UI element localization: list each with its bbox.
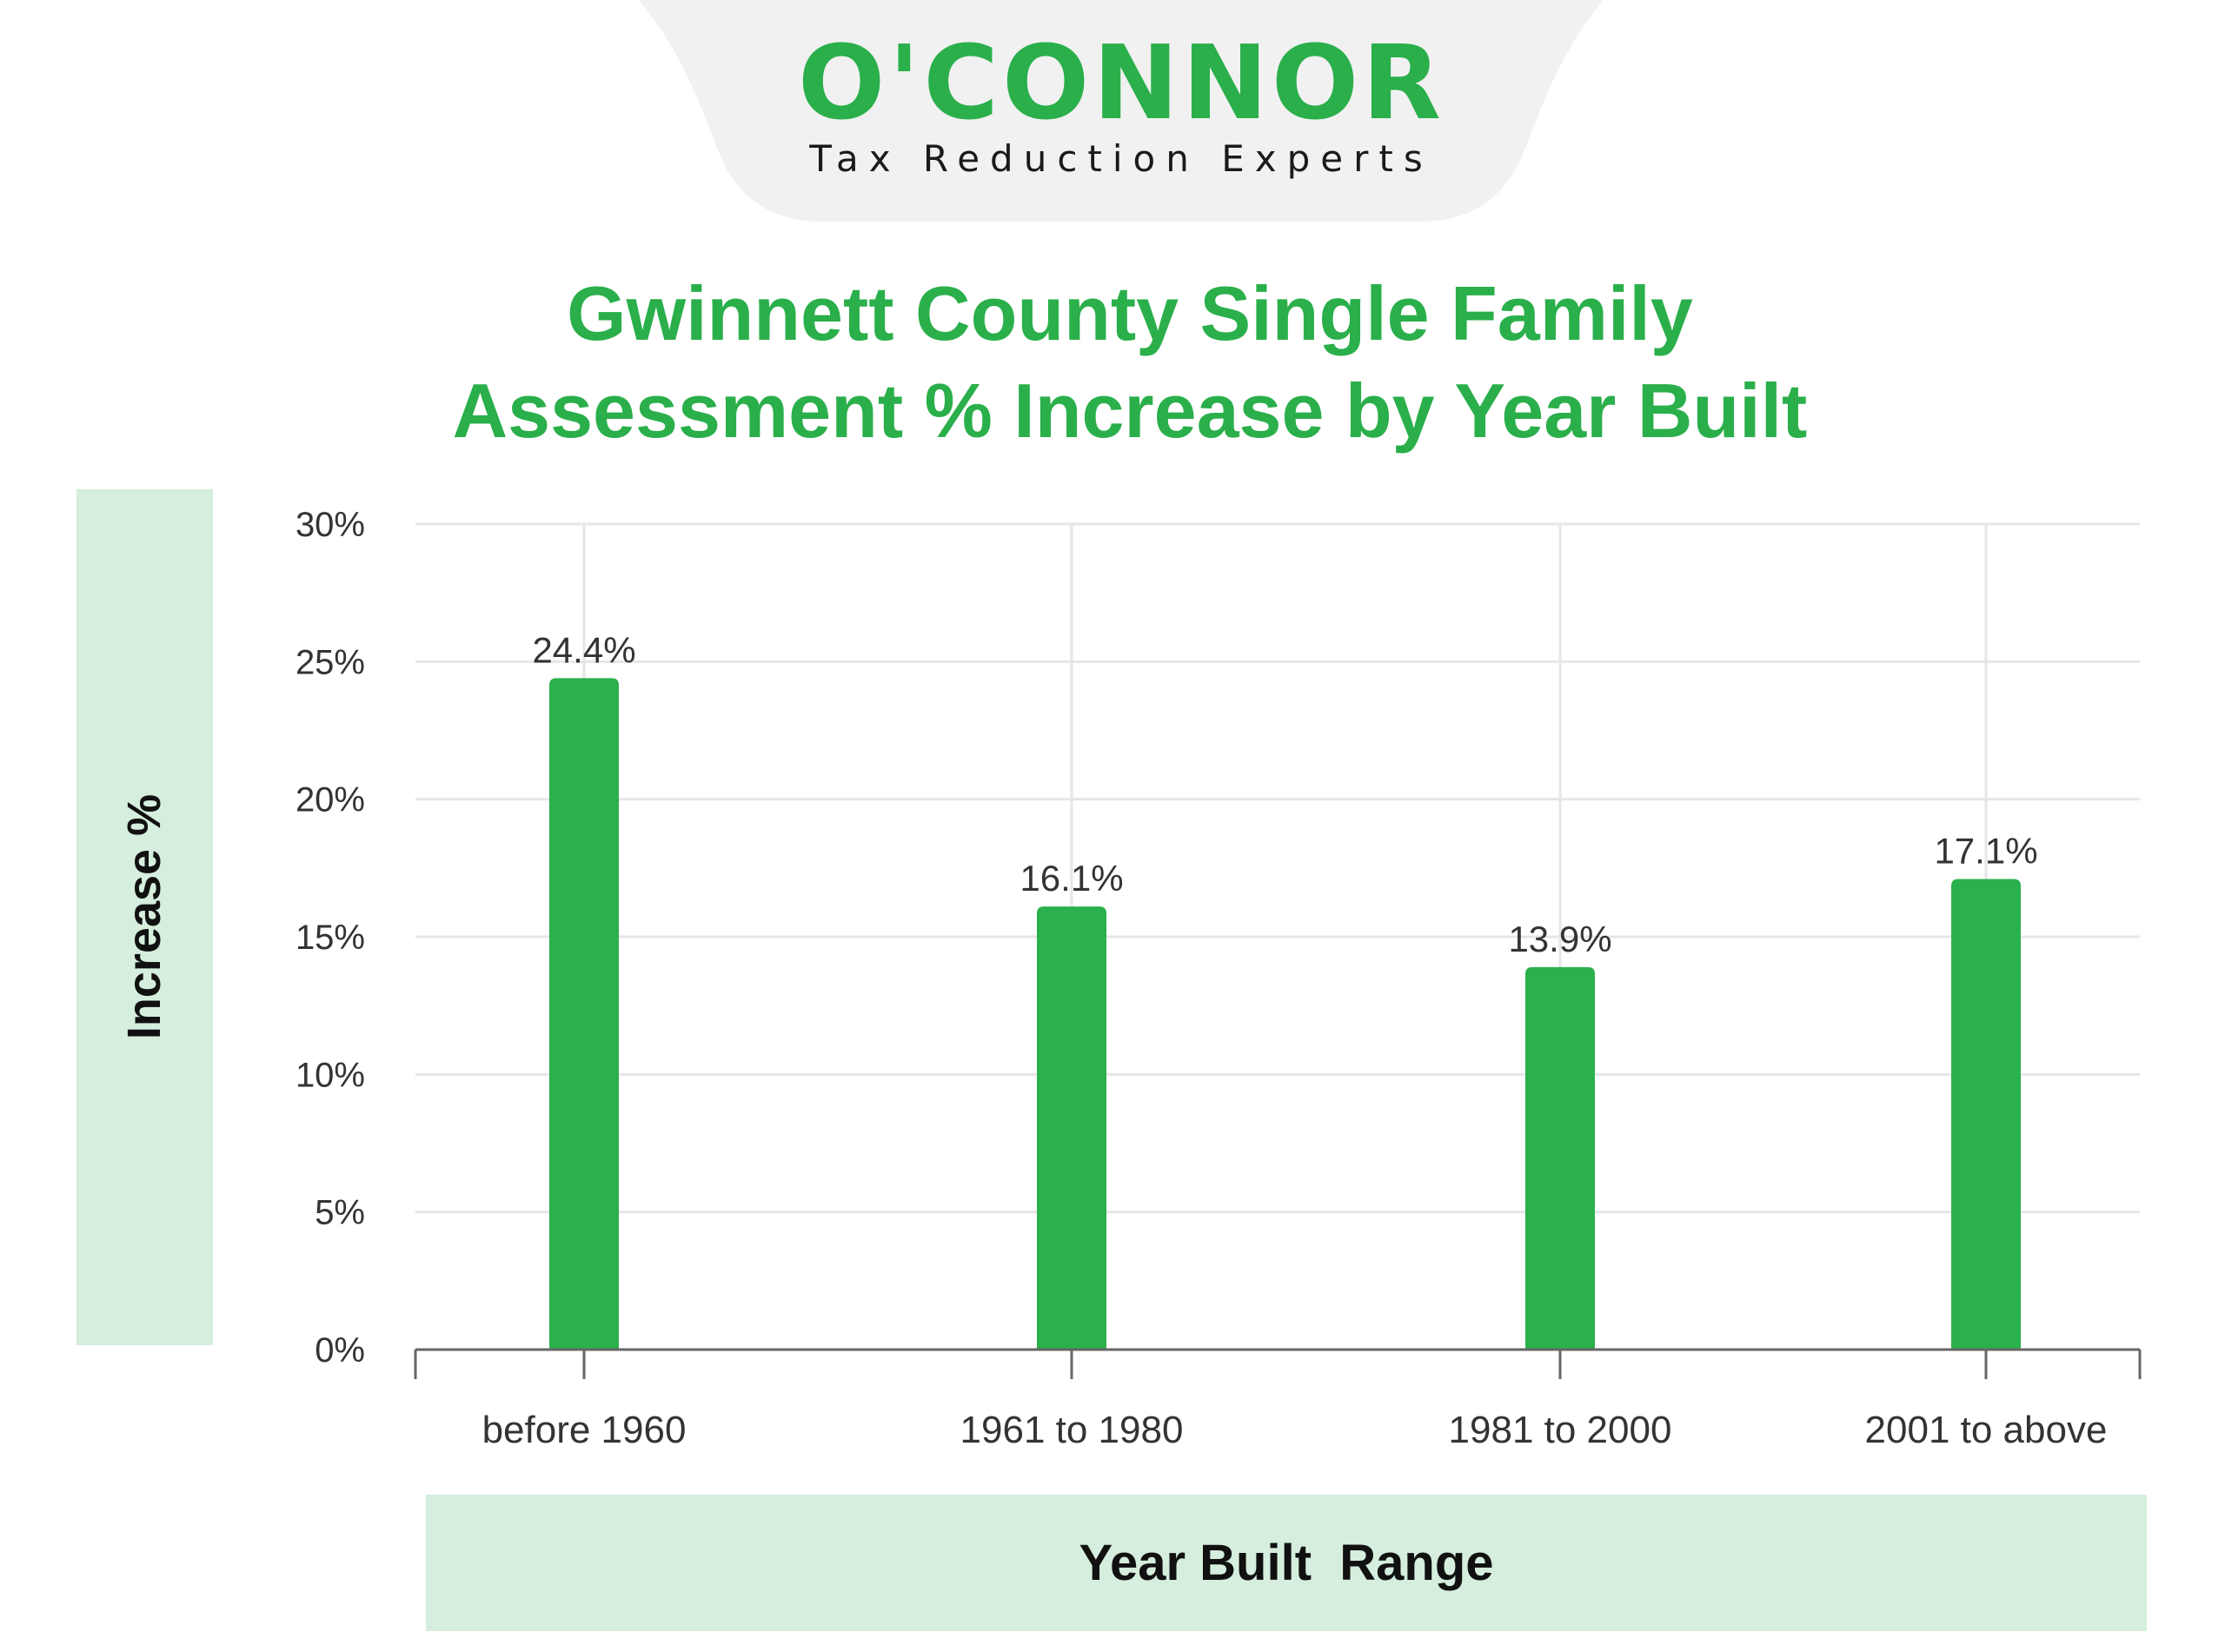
bar [1037,906,1106,1350]
x-tick-label: 1981 to 2000 [1449,1409,1672,1451]
y-tick-label: 15% [296,919,365,957]
x-tick-label: before 1960 [482,1409,687,1451]
grid-layer [415,522,2140,1350]
logo-header: O'CONNOR Tax Reduction Experts [639,0,1604,222]
chart-title: Gwinnett County Single Family Assessment… [330,265,1929,460]
bar [1525,966,1595,1350]
y-tick-label: 25% [296,643,365,681]
logo-tab-shape [639,0,1604,222]
x-axis-label: Year Built Range [1079,1535,1494,1591]
x-axis-label-panel: Year Built Range [426,1495,2147,1631]
y-tick-label: 30% [296,506,365,544]
bar-value-label: 16.1% [1020,858,1123,899]
y-axis-label-panel [76,489,213,1345]
x-tick-label: 1961 to 1980 [960,1409,1184,1451]
y-tick-label: 5% [315,1194,365,1232]
bar-value-label: 24.4% [532,629,635,670]
y-tick-label: 0% [315,1331,365,1370]
bar-layer [549,678,2021,1350]
logo-wordmark: O'CONNOR [797,23,1445,143]
chart-title-line-2: Assessment % Increase by Year Built [452,368,1808,454]
label-layer: 0% 5% 10% 15% 20% 25% 30% 24.4% before 1960 16.1%… [296,506,2108,1451]
chart-title-line-1: Gwinnett County Single Family [567,270,1693,356]
bar [1951,879,2021,1350]
bar-value-label: 17.1% [1934,831,2037,872]
bar [549,678,619,1350]
bar-value-label: 13.9% [1508,919,1611,959]
axis-layer [414,1348,2142,1379]
logo-tagline: Tax Reduction Experts [809,137,1433,180]
y-tick-label: 10% [296,1056,365,1094]
y-tick-label: 20% [296,781,365,819]
x-tick-label: 2001 to above [1865,1409,2108,1451]
